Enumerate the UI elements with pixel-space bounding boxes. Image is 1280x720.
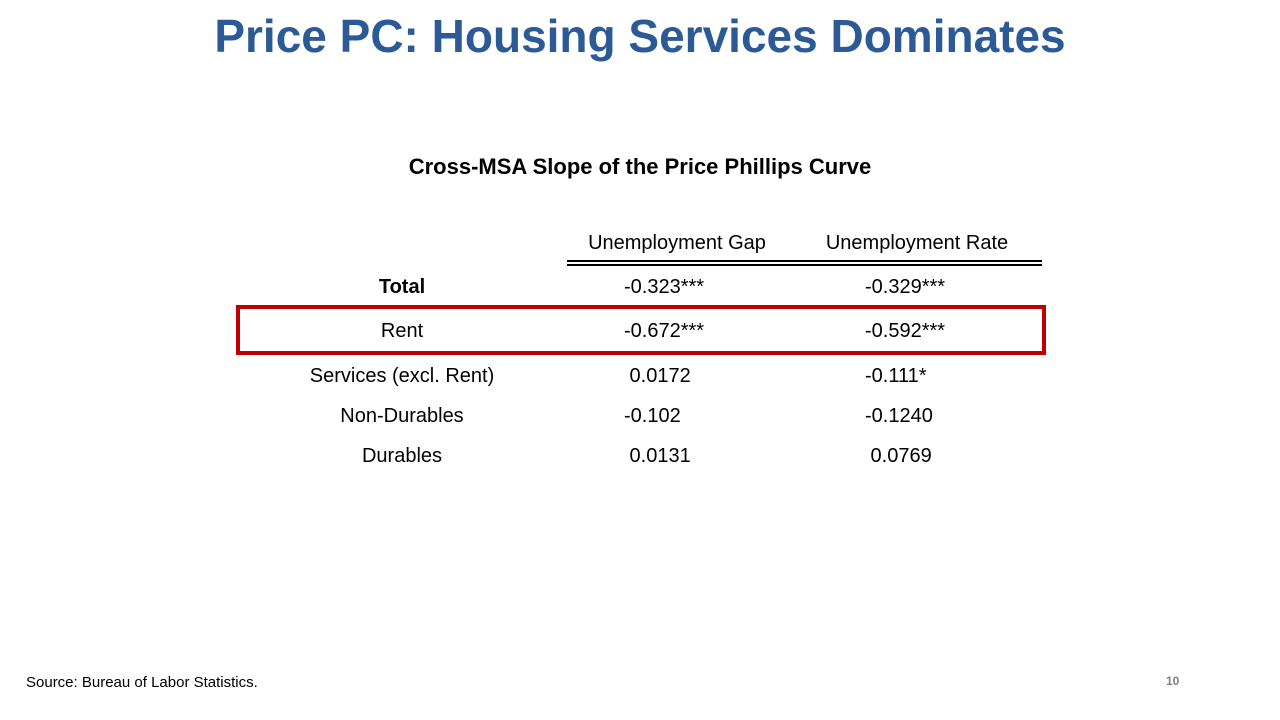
table-title: Cross-MSA Slope of the Price Phillips Cu…	[408, 154, 872, 179]
row-label-durables: Durables	[361, 445, 443, 467]
source-note: Source: Bureau of Labor Statistics.	[26, 674, 258, 691]
header-rule-top	[567, 260, 1042, 262]
row-label-total: Total	[378, 276, 426, 298]
cell-durables-gap: 0.0131	[624, 445, 691, 467]
rent-row-highlight-box	[236, 305, 1046, 355]
column-header-unemployment-rate: Unemployment Rate	[825, 232, 1009, 254]
row-label-non-durables: Non-Durables	[340, 405, 464, 427]
cell-non-durables-gap: -0.102	[624, 405, 681, 427]
header-rule-bottom	[567, 264, 1042, 266]
row-label-services: Services (excl. Rent)	[309, 365, 495, 387]
cell-total-gap: -0.323***	[624, 276, 705, 298]
cell-total-rate: -0.329***	[865, 276, 946, 298]
slide-title: Price PC: Housing Services Dominates	[214, 10, 1066, 62]
cell-non-durables-rate: -0.1240	[865, 405, 933, 427]
cell-services-gap: 0.0172	[624, 365, 691, 387]
cell-durables-rate: 0.0769	[865, 445, 932, 467]
row-label-rent: Rent	[380, 320, 424, 342]
cell-services-rate: -0.111*	[865, 365, 927, 387]
cell-rent-rate: -0.592***	[865, 320, 946, 342]
cell-rent-gap: -0.672***	[624, 320, 705, 342]
page-number: 10	[1166, 674, 1180, 688]
column-header-unemployment-gap: Unemployment Gap	[588, 232, 766, 254]
